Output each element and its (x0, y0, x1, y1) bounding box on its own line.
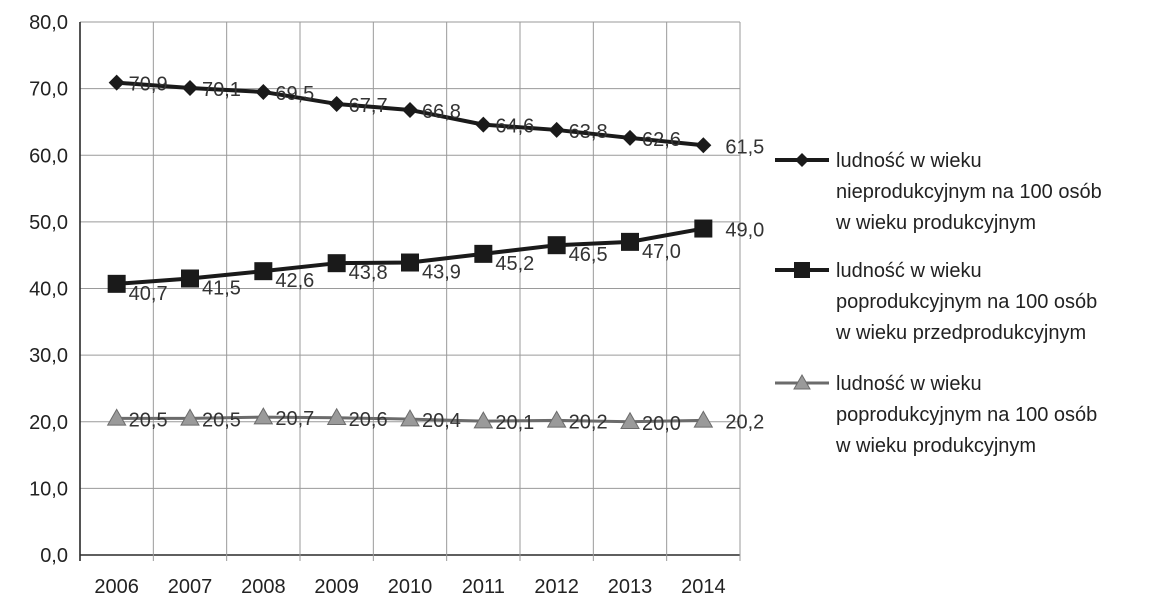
series-2-point (474, 245, 492, 263)
data-label: 63,8 (569, 121, 608, 143)
series-2-point (108, 275, 126, 293)
series-2-point (548, 236, 566, 254)
y-tick-label: 80,0 (29, 12, 68, 34)
legend-entry-2: ludność w wieku poprodukcyjnym na 100 osó… (835, 260, 1097, 344)
data-label: 45,2 (495, 253, 534, 275)
y-tick-label: 0,0 (40, 545, 68, 567)
x-tick-label: 2008 (241, 576, 286, 598)
data-label: 20,4 (422, 410, 461, 432)
y-tick-label: 50,0 (29, 212, 68, 234)
data-label: 20,5 (129, 409, 168, 431)
data-label: 20,5 (202, 409, 241, 431)
legend-entry-1: ludność w wieku nieprodukcyjnym na 100 os… (835, 150, 1102, 234)
series-1-point (475, 117, 491, 133)
x-tick-label: 2012 (534, 576, 579, 598)
x-tick-label: 2006 (94, 576, 139, 598)
x-tick-label: 2013 (608, 576, 653, 598)
series-1-point (695, 137, 711, 153)
data-label: 20,0 (642, 413, 681, 435)
legend-entry-3: ludność w wieku poprodukcyjnym na 100 osó… (835, 373, 1097, 457)
data-label: 70,1 (202, 79, 241, 101)
data-label: 43,9 (422, 262, 461, 284)
data-label: 20,6 (349, 409, 388, 431)
y-tick-label: 40,0 (29, 279, 68, 301)
legend: ludność w wieku nieprodukcyjnym na 100 os… (775, 150, 1102, 457)
x-tick-label: 2009 (314, 576, 359, 598)
y-tick-label: 60,0 (29, 145, 68, 167)
x-tick-label: 2014 (681, 576, 726, 598)
legend-marker (794, 262, 810, 278)
series-2-point (254, 262, 272, 280)
data-label: 46,5 (569, 244, 608, 266)
x-tick-label: 2007 (168, 576, 213, 598)
x-tick-label: 2011 (462, 576, 505, 598)
y-tick-label: 30,0 (29, 345, 68, 367)
data-label: 70,9 (129, 74, 168, 96)
series-1-point (255, 84, 271, 100)
series-1-point (182, 80, 198, 96)
data-label: 20,1 (495, 412, 534, 434)
data-label: 42,6 (275, 270, 314, 292)
data-label: 41,5 (202, 278, 241, 300)
data-label: 47,0 (642, 241, 681, 263)
data-label: 64,6 (495, 116, 534, 138)
series-1-point (622, 130, 638, 146)
data-label: 67,7 (349, 95, 388, 117)
y-tick-label: 20,0 (29, 412, 68, 434)
data-label: 20,2 (725, 411, 764, 433)
x-tick-label: 2010 (388, 576, 433, 598)
series-1-point (549, 122, 565, 138)
data-label: 20,7 (275, 408, 314, 430)
data-label: 61,5 (725, 136, 764, 158)
series-1-point (402, 102, 418, 118)
y-tick-label: 70,0 (29, 79, 68, 101)
series-1-point (329, 96, 345, 112)
series-2-point (328, 254, 346, 272)
series-2-point (401, 254, 419, 272)
series-2-point (181, 270, 199, 288)
data-label: 49,0 (725, 220, 764, 242)
data-label: 62,6 (642, 129, 681, 151)
series (108, 75, 713, 429)
data-label: 66,8 (422, 101, 461, 123)
legend-marker (795, 153, 809, 167)
data-label: 40,7 (129, 283, 168, 305)
data-label: 43,8 (349, 262, 388, 284)
y-tick-label: 10,0 (29, 478, 68, 500)
data-label: 20,2 (569, 411, 608, 433)
series-2-point (621, 233, 639, 251)
data-label: 69,5 (275, 83, 314, 105)
series-2-point (694, 220, 712, 238)
